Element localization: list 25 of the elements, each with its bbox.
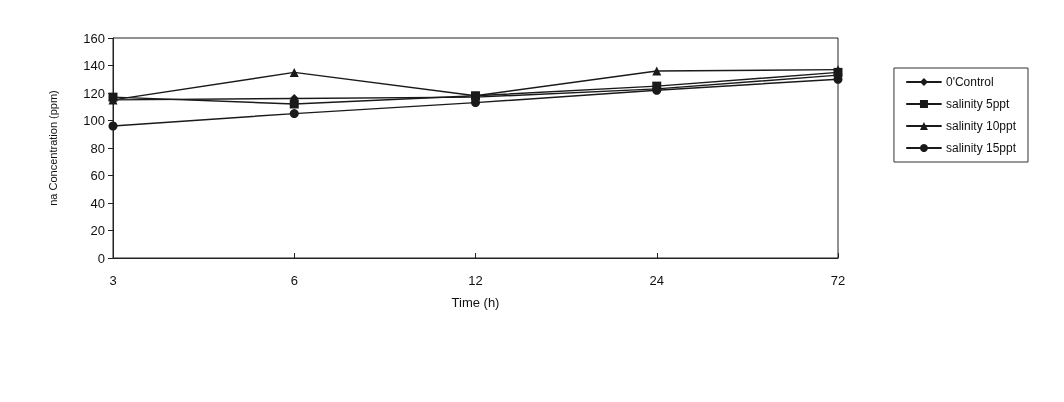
- point: [289, 99, 299, 109]
- y-tick-label: 60: [90, 168, 105, 183]
- x-tick-label: 72: [830, 273, 846, 288]
- legend-label: 0'Control: [945, 75, 994, 89]
- point: [289, 67, 299, 77]
- x-tick-label: 24: [649, 273, 664, 288]
- y-tick-label: 80: [90, 140, 105, 156]
- y-tick-label: 40: [90, 195, 105, 211]
- point: [289, 109, 299, 119]
- point: [652, 66, 662, 76]
- x-axis-title: Time (h): [451, 295, 500, 310]
- y-tick-label: 0: [97, 250, 105, 266]
- y-tick-label: 140: [83, 58, 105, 73]
- legend-label: salinity 5ppt: [945, 97, 1010, 111]
- y-tick-label: 120: [83, 85, 105, 101]
- x-tick-label: 6: [290, 273, 298, 288]
- legend-label: salinity 15ppt: [945, 141, 1017, 155]
- legend-label: salinity 10ppt: [945, 119, 1017, 133]
- y-tick-label: 100: [83, 113, 105, 128]
- x-tick-label: 12: [468, 273, 483, 288]
- y-axis-title: na Concentration (ppm): [46, 90, 59, 206]
- y-tick-label: 20: [90, 223, 105, 238]
- y-tick-label: 160: [83, 30, 105, 46]
- x-tick-label: 3: [109, 273, 117, 288]
- point: [108, 121, 118, 131]
